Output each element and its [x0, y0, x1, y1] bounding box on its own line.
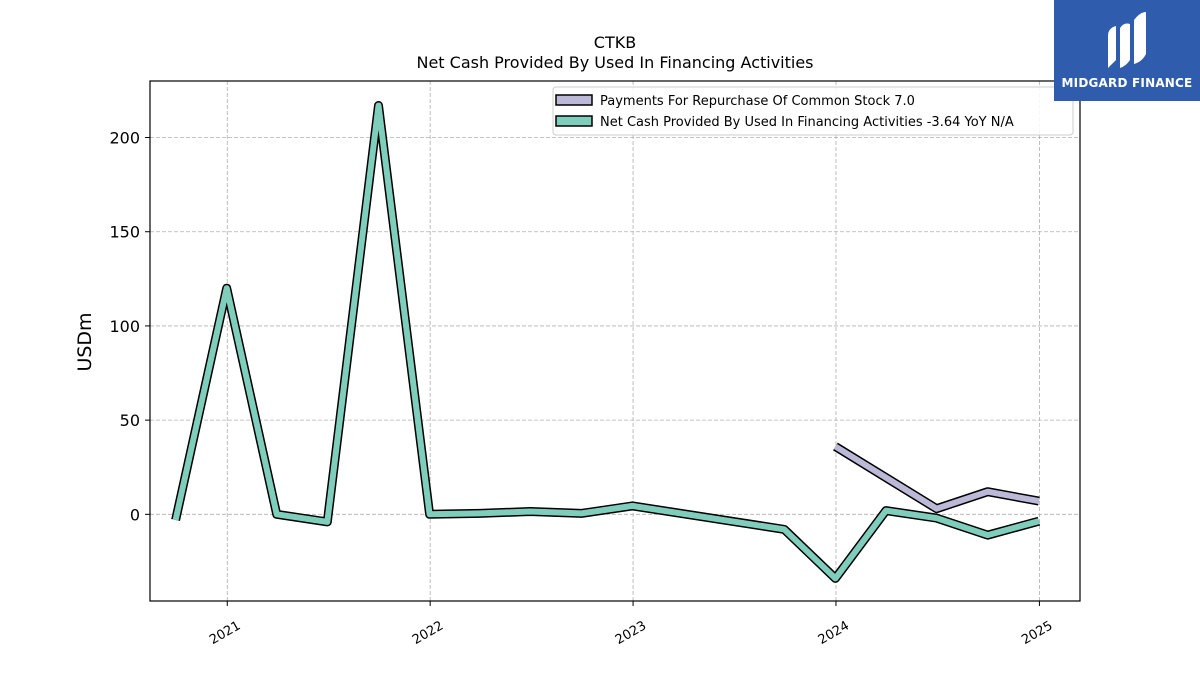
y-tick-label: 200	[109, 129, 140, 148]
legend: Payments For Repurchase Of Common Stock …	[552, 86, 1074, 136]
x-tick-label: 2025	[1019, 618, 1055, 648]
logo-text: MIDGARD FINANCE	[1061, 76, 1193, 90]
x-tick-label: 2022	[410, 618, 446, 648]
chart-title: CTKB	[594, 33, 636, 52]
legend-swatch-repurchase	[555, 94, 593, 106]
x-ticks: 2021 2022 2023 2024 2025	[207, 601, 1055, 648]
legend-label-repurchase: Payments For Repurchase Of Common Stock …	[600, 94, 915, 109]
x-tick-label: 2021	[207, 618, 243, 648]
series-line-outline-repurchase	[833, 442, 1040, 514]
series-group	[171, 101, 1041, 583]
midgard-finance-logo: MIDGARD FINANCE	[1054, 0, 1200, 101]
legend-frame	[552, 86, 1074, 136]
y-ticks: 0 50 100 150 200	[109, 129, 150, 524]
y-tick-label: 100	[109, 317, 140, 336]
plot-frame	[149, 80, 1081, 602]
series-line-repurchase	[833, 443, 1040, 512]
series-line-net-cash	[172, 102, 1040, 582]
chart-subtitle: Net Cash Provided By Used In Financing A…	[416, 53, 813, 72]
y-tick-label: 0	[130, 505, 140, 524]
legend-swatch-net-cash	[555, 115, 593, 127]
x-tick-label: 2024	[816, 618, 852, 648]
x-tick-label: 2023	[613, 618, 649, 648]
legend-label-net-cash: Net Cash Provided By Used In Financing A…	[600, 115, 1014, 130]
y-axis-label: USDm	[74, 312, 96, 371]
logo-mark-icon	[1108, 12, 1146, 68]
y-tick-label: 150	[109, 223, 140, 242]
y-tick-label: 50	[120, 411, 140, 430]
